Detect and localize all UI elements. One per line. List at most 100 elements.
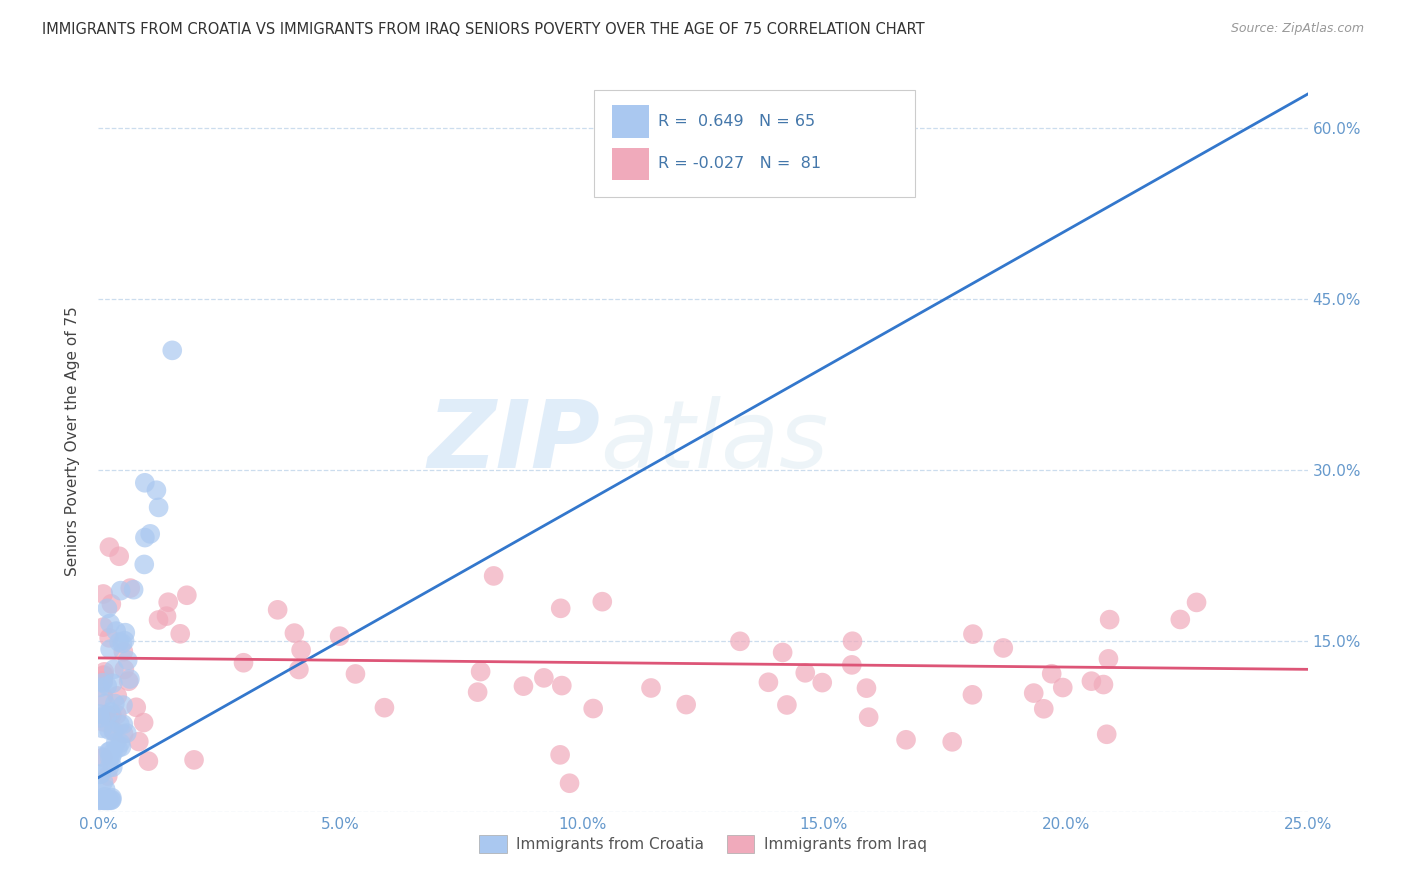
Point — [89, 767, 111, 781]
Point — [1040, 666, 1063, 681]
Point — [110, 583, 132, 598]
Point — [98, 540, 121, 554]
Point — [103, 723, 125, 738]
Point — [728, 634, 751, 648]
Point — [105, 624, 128, 639]
Point — [110, 739, 132, 754]
FancyBboxPatch shape — [595, 90, 915, 197]
Point — [772, 645, 794, 659]
Point — [467, 685, 489, 699]
Point — [91, 620, 114, 634]
Point — [91, 714, 114, 729]
Point — [111, 698, 134, 712]
Point — [100, 705, 122, 719]
Point — [1080, 674, 1102, 689]
Point — [101, 793, 124, 807]
Point — [91, 690, 114, 704]
Point — [1168, 612, 1191, 626]
Text: IMMIGRANTS FROM CROATIA VS IMMIGRANTS FROM IRAQ SENIORS POVERTY OVER THE AGE OF : IMMIGRANTS FROM CROATIA VS IMMIGRANTS FR… — [42, 22, 925, 37]
Point — [108, 717, 131, 731]
Point — [148, 613, 170, 627]
Point — [96, 793, 118, 807]
Text: Source: ZipAtlas.com: Source: ZipAtlas.com — [1230, 22, 1364, 36]
Point — [96, 601, 118, 615]
Point — [548, 747, 571, 762]
Point — [533, 671, 555, 685]
Point — [894, 732, 917, 747]
Point — [93, 793, 115, 807]
Point — [89, 680, 111, 694]
Point — [758, 675, 780, 690]
Point — [111, 636, 134, 650]
Point — [98, 631, 121, 645]
Point — [1095, 727, 1118, 741]
Point — [91, 669, 114, 683]
Point — [470, 665, 492, 679]
Point — [290, 643, 312, 657]
Point — [89, 749, 111, 764]
Point — [811, 675, 834, 690]
Point — [101, 708, 124, 723]
Point — [134, 558, 156, 572]
Point — [100, 597, 122, 611]
FancyBboxPatch shape — [613, 105, 648, 138]
Point — [1022, 686, 1045, 700]
Point — [117, 674, 139, 689]
Point — [841, 634, 863, 648]
Point — [114, 633, 136, 648]
Point — [108, 635, 131, 649]
Point — [858, 710, 880, 724]
Point — [93, 774, 115, 789]
Point — [232, 656, 254, 670]
Point — [675, 698, 697, 712]
Point — [117, 653, 139, 667]
Point — [94, 697, 117, 711]
Point — [89, 793, 111, 807]
Point — [97, 769, 120, 783]
Point — [89, 711, 111, 725]
Point — [89, 706, 111, 721]
Point — [162, 343, 184, 358]
Point — [1098, 613, 1121, 627]
Point — [103, 724, 125, 739]
Point — [512, 679, 534, 693]
Point — [148, 500, 170, 515]
Text: ZIP: ZIP — [427, 395, 600, 488]
Point — [98, 750, 121, 764]
Point — [266, 603, 288, 617]
Point — [329, 629, 352, 643]
Point — [1052, 681, 1074, 695]
Point — [112, 717, 135, 731]
Point — [112, 644, 135, 658]
Point — [125, 700, 148, 714]
Point — [155, 609, 177, 624]
Point — [794, 665, 817, 680]
Point — [91, 587, 114, 601]
Point — [993, 640, 1015, 655]
Point — [96, 709, 118, 723]
Point — [139, 527, 162, 541]
Point — [98, 642, 121, 657]
Point — [91, 750, 114, 764]
FancyBboxPatch shape — [613, 147, 648, 180]
Point — [941, 735, 963, 749]
Y-axis label: Seniors Poverty Over the Age of 75: Seniors Poverty Over the Age of 75 — [65, 307, 80, 576]
Point — [176, 588, 198, 602]
Point — [776, 698, 799, 712]
Point — [157, 595, 180, 609]
Point — [558, 776, 581, 790]
Point — [94, 782, 117, 797]
Point — [101, 760, 124, 774]
Point — [122, 582, 145, 597]
Point — [107, 741, 129, 756]
Point — [640, 681, 662, 695]
Point — [120, 581, 142, 595]
Point — [551, 679, 574, 693]
Point — [101, 746, 124, 760]
Point — [105, 707, 128, 722]
Point — [104, 697, 127, 711]
Text: R =  0.649   N = 65: R = 0.649 N = 65 — [658, 114, 815, 129]
Point — [855, 681, 877, 695]
Point — [97, 745, 120, 759]
Point — [90, 767, 112, 781]
